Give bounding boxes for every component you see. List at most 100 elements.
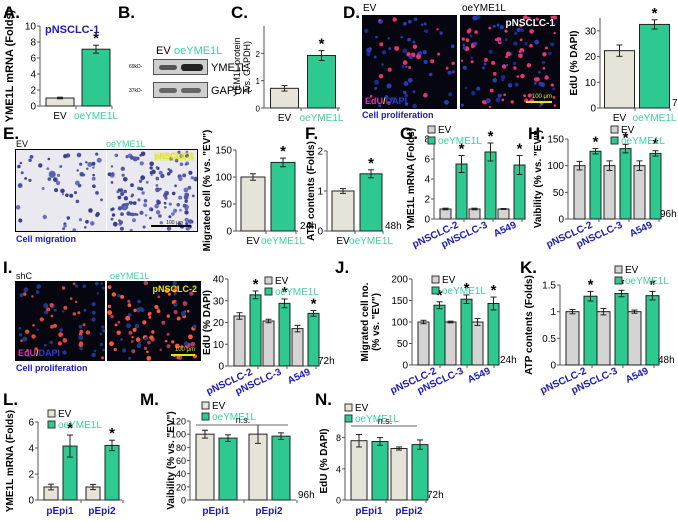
timepoint-label: 72h bbox=[672, 98, 678, 109]
cell-nucleus bbox=[43, 303, 49, 309]
bar-oeyme1l bbox=[270, 161, 296, 232]
cell-nucleus bbox=[472, 15, 477, 21]
cell-nucleus bbox=[404, 93, 409, 98]
cell-nucleus bbox=[166, 314, 170, 318]
cell-nucleus bbox=[177, 150, 181, 155]
western-blot: EV oeYME1L 69kD- YME1L 37kD- GAPDH bbox=[118, 38, 250, 108]
cell-nucleus bbox=[553, 104, 557, 107]
chart-l: 0 2 4 6 YME1L mRNA (Folds) * pEpi1 * pEpi2 EVoeYM… bbox=[5, 409, 124, 517]
cell-nucleus bbox=[169, 156, 174, 161]
cell-nucleus bbox=[178, 176, 183, 182]
cell-nucleus bbox=[176, 316, 181, 321]
cell-nucleus bbox=[53, 323, 57, 328]
cell-nucleus bbox=[22, 336, 28, 342]
legend-label: EV bbox=[212, 401, 226, 412]
cell-nucleus bbox=[44, 343, 47, 347]
cell-nucleus bbox=[147, 312, 151, 316]
y-tick-label: 40 bbox=[213, 275, 225, 286]
cell-nucleus bbox=[130, 183, 134, 188]
cell-nucleus bbox=[65, 193, 69, 197]
cell-nucleus bbox=[523, 94, 526, 98]
d-stain-sep: / bbox=[383, 96, 386, 106]
cell-nucleus bbox=[62, 338, 68, 343]
cell-nucleus bbox=[127, 313, 132, 317]
bar-oeyme1l bbox=[307, 55, 336, 109]
y-tick-label: 120 bbox=[171, 417, 186, 427]
cell-nucleus bbox=[28, 178, 32, 182]
y-tick-label: 0 bbox=[317, 227, 323, 238]
bar-ev bbox=[350, 440, 368, 501]
y-tick-label: 0 bbox=[402, 361, 408, 372]
cell-nucleus bbox=[173, 310, 178, 314]
cell-nucleus bbox=[504, 29, 508, 33]
panel-letter-b: B. bbox=[118, 3, 135, 22]
cell-nucleus bbox=[24, 177, 27, 180]
x-tick-label: EV bbox=[53, 111, 67, 122]
cell-nucleus bbox=[182, 301, 188, 306]
legend-label: oeYME1L bbox=[355, 414, 399, 425]
cell-nucleus bbox=[36, 328, 39, 331]
cell-nucleus bbox=[107, 310, 113, 315]
cell-nucleus bbox=[418, 51, 423, 56]
cell-nucleus bbox=[184, 163, 187, 166]
cell-nucleus bbox=[158, 170, 163, 175]
cell-nucleus bbox=[381, 50, 387, 55]
significance-star: * bbox=[109, 425, 115, 442]
bar-ev bbox=[596, 311, 611, 366]
panel-letter-f: F. bbox=[305, 124, 319, 143]
y-axis-label-text: YME1L mRNA (Folds) bbox=[4, 9, 16, 122]
cell-nucleus bbox=[493, 71, 497, 76]
cell-nucleus bbox=[158, 214, 162, 218]
significance-star: * bbox=[491, 282, 497, 299]
cell-nucleus bbox=[57, 341, 63, 346]
cell-nucleus bbox=[451, 44, 455, 48]
cell-nucleus bbox=[59, 165, 63, 168]
y-axis-label: YME1L mRNA (Folds) bbox=[406, 128, 417, 230]
panel-letter-a: A. bbox=[3, 3, 20, 22]
cell-nucleus bbox=[95, 152, 99, 156]
cell-nucleus bbox=[18, 333, 23, 337]
y-tick-label: 0 bbox=[218, 362, 224, 373]
cell-nucleus bbox=[469, 34, 473, 38]
cell-nucleus bbox=[166, 344, 171, 349]
x-tick-label-group: A549 bbox=[628, 220, 655, 240]
cell-nucleus bbox=[129, 155, 135, 160]
cell-nucleus bbox=[171, 340, 175, 344]
panel-letter-d: D. bbox=[343, 3, 360, 22]
cell-nucleus bbox=[378, 74, 384, 79]
cell-nucleus bbox=[159, 221, 163, 225]
significance-star: * bbox=[593, 134, 599, 151]
cell-nucleus bbox=[47, 157, 51, 161]
bar-ev bbox=[291, 328, 304, 367]
cell-nucleus bbox=[179, 154, 184, 158]
y-axis-label: Migrated cell no.(% vs. "EV") bbox=[360, 282, 382, 361]
cell-nucleus bbox=[429, 72, 433, 77]
cell-nucleus bbox=[451, 70, 455, 74]
cell-nucleus bbox=[85, 161, 88, 164]
cell-nucleus bbox=[174, 184, 177, 188]
cell-nucleus bbox=[466, 29, 471, 34]
timepoint-label: 48h bbox=[385, 221, 402, 232]
cell-nucleus bbox=[76, 152, 82, 158]
y-tick-label: 20 bbox=[176, 482, 186, 492]
y-tick-label: 0 bbox=[28, 496, 34, 507]
cell-nucleus bbox=[160, 173, 165, 179]
cell-nucleus bbox=[513, 41, 518, 46]
timepoint-label: 24h bbox=[500, 355, 517, 366]
cell-nucleus bbox=[75, 199, 80, 204]
cell-nucleus bbox=[139, 161, 144, 166]
cell-nucleus bbox=[137, 299, 141, 304]
y-tick-label: 1.5 bbox=[542, 281, 556, 292]
cell-nucleus bbox=[534, 39, 540, 45]
cell-nucleus bbox=[117, 206, 122, 211]
legend-swatch-oeyme1l bbox=[47, 420, 56, 429]
cell-nucleus bbox=[489, 88, 494, 93]
y-tick-label: 2 bbox=[317, 147, 323, 158]
bar-oeyme1l bbox=[614, 293, 629, 366]
cell-nucleus bbox=[141, 191, 145, 195]
bar-oeyme1l bbox=[619, 148, 632, 220]
blot-name-1: YME1L bbox=[211, 62, 248, 74]
cell-nucleus bbox=[496, 23, 500, 27]
cell-nucleus bbox=[501, 98, 505, 102]
cell-nucleus bbox=[36, 284, 41, 289]
